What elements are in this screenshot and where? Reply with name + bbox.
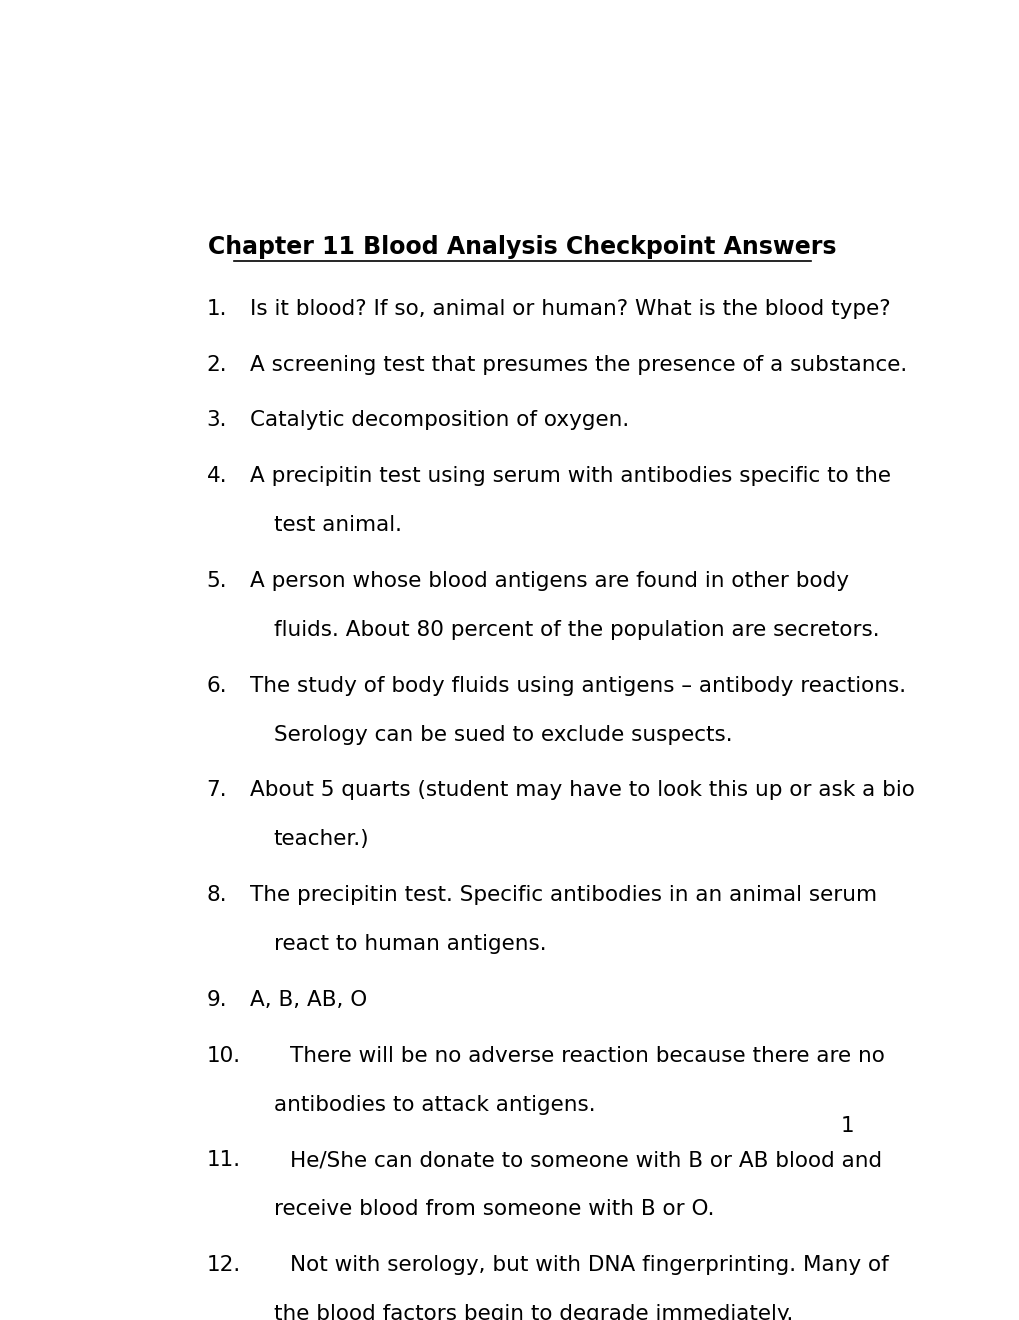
Text: 11.: 11.	[206, 1151, 240, 1171]
Text: A person whose blood antigens are found in other body: A person whose blood antigens are found …	[250, 572, 848, 591]
Text: 5.: 5.	[206, 572, 227, 591]
Text: react to human antigens.: react to human antigens.	[273, 935, 546, 954]
Text: receive blood from someone with B or O.: receive blood from someone with B or O.	[273, 1199, 713, 1220]
Text: test animal.: test animal.	[273, 515, 401, 535]
Text: A screening test that presumes the presence of a substance.: A screening test that presumes the prese…	[250, 355, 906, 375]
Text: The precipitin test. Specific antibodies in an animal serum: The precipitin test. Specific antibodies…	[250, 886, 876, 906]
Text: teacher.): teacher.)	[273, 829, 369, 849]
Text: 10.: 10.	[206, 1045, 240, 1065]
Text: 1: 1	[841, 1117, 854, 1137]
Text: 12.: 12.	[206, 1255, 240, 1275]
Text: 8.: 8.	[206, 886, 227, 906]
Text: Serology can be sued to exclude suspects.: Serology can be sued to exclude suspects…	[273, 725, 732, 744]
Text: Not with serology, but with DNA fingerprinting. Many of: Not with serology, but with DNA fingerpr…	[289, 1255, 888, 1275]
Text: About 5 quarts (student may have to look this up or ask a bio: About 5 quarts (student may have to look…	[250, 780, 914, 800]
Text: fluids. About 80 percent of the population are secretors.: fluids. About 80 percent of the populati…	[273, 620, 878, 640]
Text: The study of body fluids using antigens – antibody reactions.: The study of body fluids using antigens …	[250, 676, 905, 696]
Text: He/She can donate to someone with B or AB blood and: He/She can donate to someone with B or A…	[289, 1151, 880, 1171]
Text: Is it blood? If so, animal or human? What is the blood type?: Is it blood? If so, animal or human? Wha…	[250, 298, 890, 318]
Text: 9.: 9.	[206, 990, 227, 1010]
Text: 7.: 7.	[206, 780, 227, 800]
Text: Catalytic decomposition of oxygen.: Catalytic decomposition of oxygen.	[250, 411, 629, 430]
Text: 4.: 4.	[206, 466, 227, 486]
Text: 3.: 3.	[206, 411, 227, 430]
Text: There will be no adverse reaction because there are no: There will be no adverse reaction becaus…	[289, 1045, 883, 1065]
Text: 1.: 1.	[206, 298, 227, 318]
Text: 6.: 6.	[206, 676, 227, 696]
Text: A precipitin test using serum with antibodies specific to the: A precipitin test using serum with antib…	[250, 466, 891, 486]
Text: Chapter 11 Blood Analysis Checkpoint Answers: Chapter 11 Blood Analysis Checkpoint Ans…	[208, 235, 837, 259]
Text: 2.: 2.	[206, 355, 227, 375]
Text: A, B, AB, O: A, B, AB, O	[250, 990, 367, 1010]
Text: antibodies to attack antigens.: antibodies to attack antigens.	[273, 1094, 595, 1114]
Text: the blood factors begin to degrade immediately.: the blood factors begin to degrade immed…	[273, 1304, 793, 1320]
